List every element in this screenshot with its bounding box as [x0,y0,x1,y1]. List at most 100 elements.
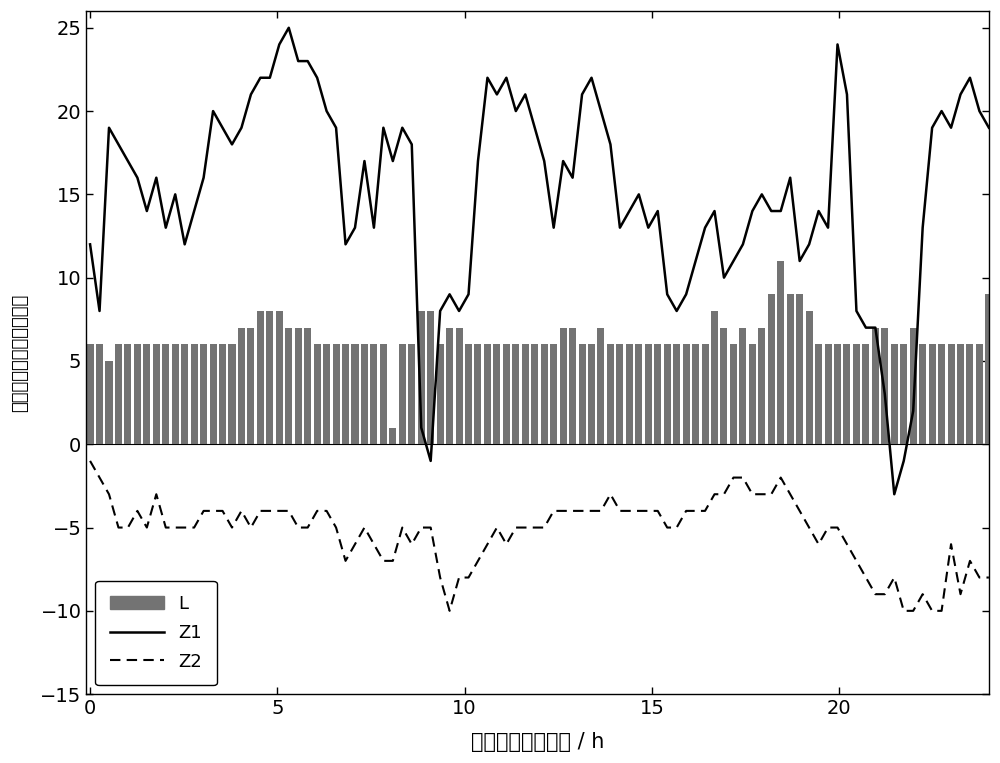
Bar [966,344,973,444]
Z1 [576,90,588,99]
Bar [105,361,113,444]
Bar [815,344,822,444]
Z2 [983,573,995,582]
Line: Z1: Z1 [90,27,989,494]
Bar [427,311,434,444]
Bar [976,344,983,444]
Bar [777,261,784,444]
Bar [541,344,548,444]
Bar [957,344,964,444]
Bar [900,344,907,444]
Bar [512,344,519,444]
Z2 [917,590,929,599]
Bar [683,344,690,444]
Bar [266,311,273,444]
Z1 [207,107,219,116]
Bar [919,344,926,444]
Bar [607,344,614,444]
Bar [834,344,841,444]
Bar [210,344,217,444]
Bar [153,344,160,444]
Bar [87,344,94,444]
Z2 [207,507,219,516]
Bar [172,344,179,444]
Bar [333,344,340,444]
Bar [616,344,623,444]
Bar [361,344,368,444]
Bar [238,327,245,444]
Bar [531,344,538,444]
Z1 [283,23,295,32]
Bar [115,344,122,444]
Bar [739,327,746,444]
Bar [938,344,945,444]
Bar [465,344,472,444]
Bar [579,344,586,444]
Bar [493,344,500,444]
Bar [881,327,888,444]
Z2 [576,507,588,516]
X-axis label: 一天内各预测时刻 / h: 一天内各预测时刻 / h [471,732,604,752]
Bar [162,344,169,444]
Bar [295,327,302,444]
Bar [304,327,311,444]
Bar [370,344,377,444]
Z1 [349,223,361,232]
Bar [143,344,150,444]
Bar [720,327,727,444]
Bar [456,327,463,444]
Bar [219,344,226,444]
Bar [342,344,349,444]
Bar [664,344,671,444]
Bar [796,295,803,444]
Bar [910,327,917,444]
Bar [758,327,765,444]
Z1 [983,123,995,132]
Bar [749,344,756,444]
Bar [408,344,415,444]
Z1 [84,240,96,249]
Bar [626,344,633,444]
Bar [134,344,141,444]
Bar [891,344,898,444]
Bar [484,344,491,444]
Bar [711,311,718,444]
Bar [654,344,661,444]
Bar [124,344,131,444]
Bar [399,344,406,444]
Bar [787,295,794,444]
Z2 [340,556,352,565]
Bar [872,327,879,444]
Bar [96,344,103,444]
Bar [228,344,236,444]
Bar [446,327,453,444]
Bar [645,344,652,444]
Bar [588,344,595,444]
Z1 [926,123,938,132]
Z2 [481,539,493,549]
Bar [853,344,860,444]
Bar [806,311,813,444]
Z2 [548,507,560,516]
Bar [929,344,936,444]
Bar [985,295,992,444]
Bar [768,295,775,444]
Z1 [548,223,560,232]
Legend: L, Z1, Z2: L, Z1, Z2 [95,581,217,685]
Bar [560,327,567,444]
Bar [862,344,869,444]
Y-axis label: 最优参数指数及最优维数: 最优参数指数及最优维数 [11,294,29,412]
Bar [843,344,850,444]
Bar [730,344,737,444]
Bar [569,327,576,444]
Line: Z2: Z2 [90,461,989,611]
Bar [200,344,207,444]
Bar [257,311,264,444]
Z2 [444,607,456,616]
Bar [825,344,832,444]
Bar [635,344,642,444]
Z1 [888,490,900,499]
Bar [247,327,254,444]
Bar [323,344,330,444]
Z1 [481,73,493,82]
